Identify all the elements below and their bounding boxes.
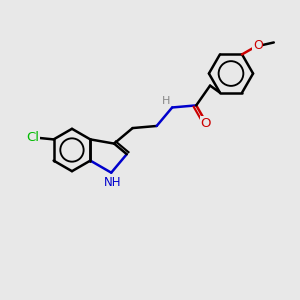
Text: O: O (200, 117, 211, 130)
Text: H: H (161, 96, 170, 106)
Text: O: O (253, 39, 263, 52)
Text: NH: NH (104, 176, 122, 189)
Text: Cl: Cl (26, 131, 39, 144)
